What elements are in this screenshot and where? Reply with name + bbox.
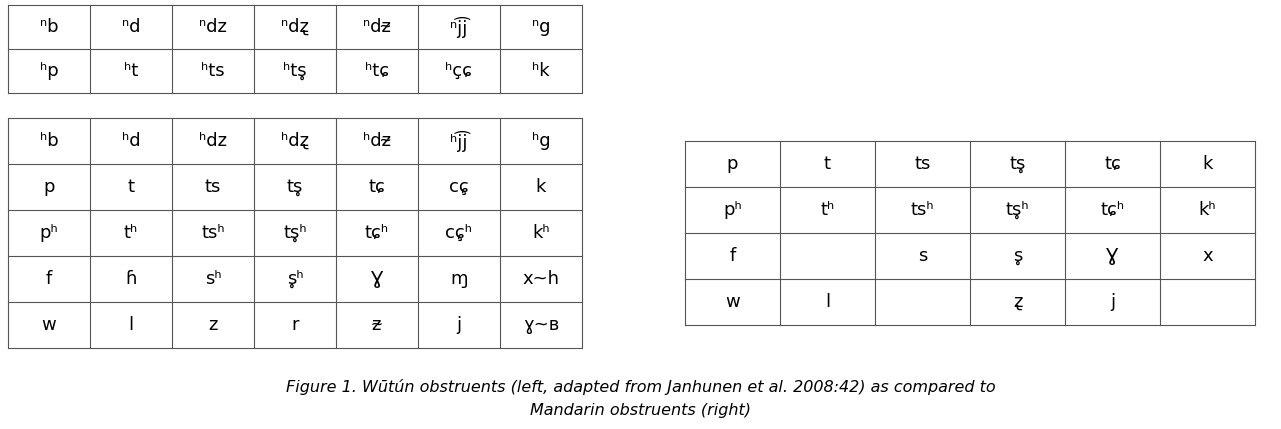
Text: kʰ: kʰ — [1199, 201, 1217, 219]
Text: pʰ: pʰ — [724, 201, 742, 219]
Text: s̥ʰ: s̥ʰ — [287, 270, 304, 288]
Text: tɕʰ: tɕʰ — [365, 224, 389, 242]
Text: ts: ts — [205, 178, 222, 196]
Bar — [685, 141, 1255, 325]
Text: ts̥ʰ: ts̥ʰ — [283, 224, 307, 242]
Text: z: z — [209, 316, 218, 334]
Text: tɕʰ: tɕʰ — [1100, 201, 1125, 219]
Bar — [8, 118, 582, 348]
Text: z̢: z̢ — [1013, 293, 1022, 311]
Text: tʰ: tʰ — [124, 224, 138, 242]
Text: ɱ: ɱ — [450, 270, 468, 288]
Text: ⁿg: ⁿg — [532, 18, 551, 36]
Text: ʰp: ʰp — [40, 62, 59, 80]
Bar — [8, 5, 582, 93]
Text: ts̥: ts̥ — [1009, 155, 1026, 173]
Text: t: t — [128, 178, 135, 196]
Text: k: k — [535, 178, 546, 196]
Text: tɕ: tɕ — [369, 178, 386, 196]
Text: tsʰ: tsʰ — [201, 224, 224, 242]
Text: j: j — [456, 316, 461, 334]
Text: t: t — [824, 155, 831, 173]
Text: ʰb: ʰb — [40, 132, 59, 150]
Text: Mandarin obstruents (right): Mandarin obstruents (right) — [530, 402, 751, 417]
Text: ʰdz: ʰdz — [199, 132, 227, 150]
Text: ɣ~ʙ: ɣ~ʙ — [523, 316, 559, 334]
Text: x: x — [1202, 247, 1213, 265]
Text: ʰj͡j: ʰj͡j — [450, 130, 468, 151]
Text: ʰt: ʰt — [124, 62, 138, 80]
Text: p: p — [44, 178, 55, 196]
Text: sʰ: sʰ — [205, 270, 222, 288]
Text: tʰ: tʰ — [820, 201, 835, 219]
Text: kʰ: kʰ — [532, 224, 550, 242]
Text: cɕ̧: cɕ̧ — [450, 178, 469, 196]
Text: w: w — [41, 316, 56, 334]
Text: ts̥: ts̥ — [287, 178, 304, 196]
Text: ⁿdz: ⁿdz — [199, 18, 227, 36]
Text: j: j — [1109, 293, 1114, 311]
Text: p: p — [726, 155, 738, 173]
Text: l: l — [825, 293, 830, 311]
Text: k: k — [1203, 155, 1213, 173]
Text: ʰdz̢: ʰdz̢ — [281, 132, 309, 150]
Text: ts̥ʰ: ts̥ʰ — [1006, 201, 1030, 219]
Text: ʰts: ʰts — [201, 62, 224, 80]
Text: ⁿb: ⁿb — [40, 18, 59, 36]
Text: ʰtɕ: ʰtɕ — [365, 62, 389, 80]
Text: ɦ: ɦ — [126, 270, 137, 288]
Text: pʰ: pʰ — [40, 224, 59, 242]
Text: Ɣ: Ɣ — [371, 270, 383, 288]
Text: ʰdz̴: ʰdz̴ — [363, 132, 391, 150]
Text: w: w — [725, 293, 740, 311]
Text: s: s — [917, 247, 927, 265]
Text: s̥: s̥ — [1013, 247, 1022, 265]
Text: ⁿj͡j: ⁿj͡j — [451, 16, 468, 38]
Text: ⁿdz̢: ⁿdz̢ — [281, 18, 309, 36]
Text: ʰts̥: ʰts̥ — [283, 62, 307, 80]
Text: Ɣ: Ɣ — [1107, 247, 1118, 265]
Text: r: r — [291, 316, 298, 334]
Text: Figure 1. Wūtún obstruents (left, adapted from Janhunen et al. 2008:42) as compa: Figure 1. Wūtún obstruents (left, adapte… — [286, 379, 995, 395]
Text: l: l — [128, 316, 133, 334]
Text: ⁿd: ⁿd — [122, 18, 140, 36]
Text: ⁿdz̴: ⁿdz̴ — [363, 18, 391, 36]
Text: tɕ: tɕ — [1104, 155, 1121, 173]
Text: z̴: z̴ — [373, 316, 382, 334]
Text: ʰçɕ: ʰçɕ — [446, 62, 473, 80]
Text: f: f — [729, 247, 735, 265]
Text: f: f — [46, 270, 53, 288]
Text: ʰk: ʰk — [532, 62, 550, 80]
Text: tsʰ: tsʰ — [911, 201, 934, 219]
Text: ʰg: ʰg — [532, 132, 551, 150]
Text: cɕ̧ʰ: cɕ̧ʰ — [446, 224, 473, 242]
Text: ts: ts — [915, 155, 931, 173]
Text: ʰd: ʰd — [122, 132, 141, 150]
Text: x~h: x~h — [523, 270, 560, 288]
